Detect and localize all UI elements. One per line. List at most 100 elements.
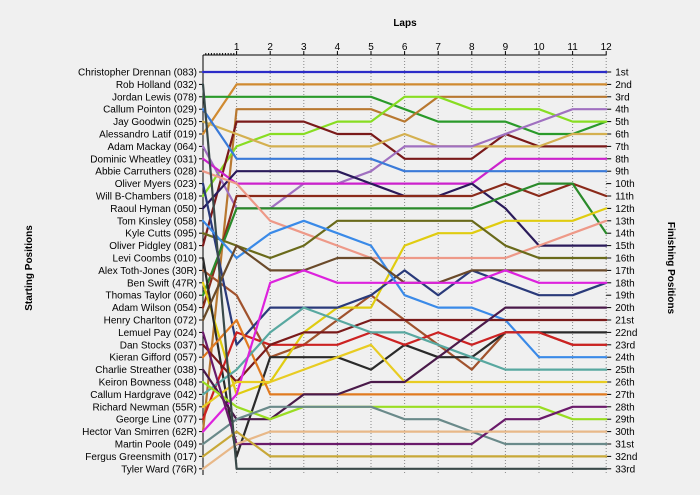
left-axis-title: Starting Positions [24,225,35,311]
driver-position-line [201,157,608,185]
finishing-position-label: 22nd [615,328,637,339]
lap-tick-label: 5 [368,42,374,53]
finishing-position-label: 5th [615,117,629,128]
finishing-position-label: 25th [615,365,634,376]
starting-position-label: Oliver Myers (023) [115,179,197,190]
finishing-position-label: 29th [615,415,634,426]
starting-position-label: Henry Charlton (072) [104,316,197,327]
finishing-position-label: 24th [615,353,634,364]
finishing-position-label: 27th [615,390,634,401]
starting-position-label: Callum Pointon (029) [103,105,197,116]
lap-tick-label: 10 [533,42,545,53]
finishing-position-label: 23rd [615,340,635,351]
starting-position-label: Will B-Chambers (018) [96,192,197,203]
finishing-position-label: 31st [615,440,634,451]
finishing-position-label: 10th [615,179,634,190]
starting-position-label: Alex Toth-Jones (30R) [98,266,197,277]
right-axis-title: Finishing Positions [665,222,676,315]
starting-position-label: Jay Goodwin (025) [113,117,197,128]
lap-tick-label: 11 [567,42,578,53]
starting-position-label: Lemuel Pay (024) [118,328,197,339]
driver-position-line [201,108,608,173]
lap-tick-label: 7 [435,42,441,53]
lap-tick-label: 3 [301,42,307,53]
driver-position-line [201,306,608,421]
lap-tick-label: 1 [234,42,240,53]
finishing-position-label: 7th [615,142,629,153]
driver-position-line [201,405,608,446]
lap-tick-label: 2 [267,42,273,53]
finishing-position-label: 33rd [615,464,635,475]
finishing-position-label: 15th [615,241,634,252]
driver-position-line [201,95,608,433]
starting-position-label: Callum Hardgrave (042) [90,390,197,401]
starting-position-label: George Line (077) [116,415,197,426]
driver-position-line [201,380,608,421]
driver-position-line [201,430,608,458]
starting-position-label: Adam Wilson (054) [112,303,197,314]
starting-position-label: Adam Mackay (064) [108,142,197,153]
driver-position-line [201,120,608,148]
driver-position-line [201,182,608,297]
driver-position-line [201,331,608,446]
driver-position-line [201,306,608,396]
finishing-position-label: 16th [615,254,634,265]
starting-position-label: Thomas Taylor (060) [105,291,197,302]
starting-position-label: Keiron Bowness (048) [99,378,197,389]
driver-position-line [201,219,608,359]
finishing-position-label: 18th [615,278,634,289]
driver-position-line [201,219,608,260]
starting-position-label: Christopher Drennan (083) [78,68,197,79]
finishing-position-label: 11th [615,192,634,203]
starting-position-label: Ben Swift (47R) [127,278,197,289]
finishing-position-label: 3rd [615,92,629,103]
driver-position-line [201,83,608,136]
finishing-position-label: 19th [615,291,634,302]
starting-position-label: Hector Van Smirren (62R) [82,427,197,438]
driver-position-line [201,318,608,384]
finishing-position-label: 26th [615,378,634,389]
driver-position-line [201,95,608,198]
driver-position-line [201,83,608,470]
finishing-position-label: 30th [615,427,634,438]
finishing-position-label: 2nd [615,80,632,91]
finishing-position-label: 1st [615,68,629,79]
starting-position-label: Raoul Hyman (050) [110,204,197,215]
starting-position-label: Abbie Carruthers (028) [95,167,197,178]
starting-position-label: Tom Kinsley (058) [117,216,197,227]
finishing-position-label: 6th [615,130,629,141]
starting-position-label: Charlie Streather (038) [95,365,197,376]
starting-position-label: Martin Poole (049) [115,440,197,451]
lap-tick-label: 9 [503,42,509,53]
starting-position-label: Dominic Wheatley (031) [90,154,197,165]
driver-position-line [201,430,608,470]
driver-position-line [201,318,608,396]
lap-tick-label: 6 [402,42,408,53]
finishing-position-label: 28th [615,402,634,413]
starting-position-label: Dan Stocks (037) [120,340,197,351]
finishing-position-label: 9th [615,167,629,178]
lap-tick-label: 8 [469,42,475,53]
starting-position-label: Kieran Gifford (057) [109,353,197,364]
finishing-position-label: 20th [615,303,634,314]
starting-position-label: Jordan Lewis (078) [112,92,197,103]
finishing-position-label: 21st [615,316,634,327]
driver-position-line [201,95,608,136]
starting-position-label: Rob Holland (032) [116,80,197,91]
starting-position-label: Alessandro Latif (019) [99,130,197,141]
starting-position-label: Kyle Cutts (095) [125,229,197,240]
starting-position-label: Oliver Pidgley (081) [109,241,197,252]
finishing-position-label: 13th [615,216,634,227]
finishing-position-label: 4th [615,105,629,116]
lap-tick-label: 12 [601,42,613,53]
driver-position-line [201,269,608,433]
finishing-position-label: 17th [615,266,634,277]
starting-position-label: Richard Newman (55R) [93,402,197,413]
starting-position-label: Fergus Greensmith (017) [85,452,197,463]
driver-position-line [201,182,608,346]
finishing-position-label: 12th [615,204,634,215]
series-layer [201,70,608,470]
